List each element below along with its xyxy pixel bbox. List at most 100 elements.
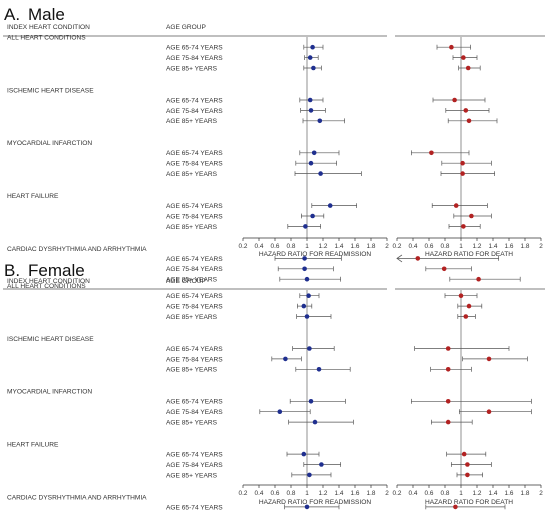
condition-label: ISCHEMIC HEART DISEASE xyxy=(7,336,94,343)
age-group-label: AGE 85+ YEARS xyxy=(166,118,218,125)
age-group-label: AGE 75-84 YEARS xyxy=(166,304,223,311)
x-tick-label: 1.2 xyxy=(319,490,328,497)
x-tick-label: 1.8 xyxy=(521,243,530,250)
death-hr-point xyxy=(466,303,472,309)
readmission-hr-point xyxy=(283,356,288,362)
x-tick-label: 0.4 xyxy=(255,243,264,250)
condition-label: CARDIAC DYSRHYTHMIA AND ARRHYTHMIA xyxy=(7,494,147,501)
condition-label: MYOCARDIAL INFARCTION xyxy=(7,389,92,396)
x-tick-label: 0.8 xyxy=(441,243,450,250)
x-tick-label: 1 xyxy=(305,243,309,250)
death-hr-point xyxy=(466,118,472,124)
death-hr-point xyxy=(445,346,451,351)
readmission-hr-point xyxy=(307,97,313,103)
readmission-hr-point xyxy=(304,504,310,510)
x-tick-label: 0.8 xyxy=(287,490,296,497)
death-hr-point xyxy=(449,44,454,50)
panel-title: Female xyxy=(28,261,85,280)
death-hr-point xyxy=(486,409,492,415)
x-tick-label: 1.2 xyxy=(319,243,328,250)
readmission-hr-point xyxy=(307,472,312,478)
readmission-hr-point xyxy=(307,55,313,60)
readmission-hr-point xyxy=(303,224,308,229)
death-hr-point xyxy=(469,213,474,219)
age-group-label: AGE 75-84 YEARS xyxy=(166,213,223,220)
readmission-hr-point xyxy=(308,399,314,404)
age-group-label: AGE 75-84 YEARS xyxy=(166,462,223,469)
condition-column-header: INDEX HEART CONDITION xyxy=(7,24,90,31)
death-hr-point xyxy=(465,472,470,478)
age-group-label: AGE 65-74 YEARS xyxy=(166,97,223,104)
panel-letter: A. xyxy=(4,5,20,24)
x-tick-label: 1.2 xyxy=(473,243,482,250)
death-hr-point xyxy=(441,266,447,272)
condition-label: MYOCARDIAL INFARCTION xyxy=(7,140,92,147)
readmission-hr-point xyxy=(302,266,307,272)
condition-label: ALL HEART CONDITIONS xyxy=(7,283,86,290)
readmission-hr-point xyxy=(316,367,322,372)
age-group-label: AGE 85+ YEARS xyxy=(166,65,218,72)
x-tick-label: 1.4 xyxy=(335,490,344,497)
age-group-label: AGE 65-74 YEARS xyxy=(166,256,223,263)
x-axis-label: HAZARD RATIO FOR READMISSION xyxy=(259,251,372,258)
x-tick-label: 1.8 xyxy=(367,243,376,250)
age-group-label: AGE 85+ YEARS xyxy=(166,224,218,231)
age-group-label: AGE 85+ YEARS xyxy=(166,472,218,479)
readmission-hr-point xyxy=(318,171,323,176)
x-tick-label: 0.8 xyxy=(287,243,296,250)
x-tick-label: 0.6 xyxy=(425,490,434,497)
x-tick-label: 1.4 xyxy=(489,243,498,250)
x-tick-label: 0.4 xyxy=(409,490,418,497)
readmission-hr-point xyxy=(317,118,323,124)
x-tick-label: 1.8 xyxy=(367,490,376,497)
age-group-label: AGE 75-84 YEARS xyxy=(166,356,223,363)
death-hr-point xyxy=(461,224,466,229)
age-group-label: AGE 85+ YEARS xyxy=(166,314,218,321)
readmission-hr-point xyxy=(327,203,333,208)
x-tick-label: 2 xyxy=(385,243,389,250)
age-group-label: AGE 85+ YEARS xyxy=(166,277,218,284)
readmission-hr-point xyxy=(311,150,317,156)
x-tick-label: 1.4 xyxy=(489,490,498,497)
x-tick-label: 0.4 xyxy=(255,490,264,497)
x-tick-label: 1.6 xyxy=(351,490,360,497)
age-group-label: AGE 75-84 YEARS xyxy=(166,161,223,168)
death-hr-point xyxy=(461,55,466,60)
death-hr-point xyxy=(453,504,458,510)
death-hr-point xyxy=(429,150,434,156)
death-hr-point xyxy=(445,399,451,404)
x-tick-label: 0.2 xyxy=(393,490,402,497)
readmission-hr-point xyxy=(277,409,283,415)
truncation-arrow xyxy=(396,254,403,263)
death-hr-point xyxy=(445,367,451,372)
readmission-hr-point xyxy=(312,419,318,425)
age-group-label: AGE 65-74 YEARS xyxy=(166,203,223,210)
x-tick-label: 1.6 xyxy=(351,243,360,250)
condition-column-header: INDEX HEART CONDITION xyxy=(7,278,90,285)
readmission-hr-point xyxy=(310,44,315,50)
panel-letter: B. xyxy=(4,261,20,280)
x-axis-label: HAZARD RATIO FOR DEATH xyxy=(425,499,513,506)
readmission-hr-point xyxy=(308,160,314,166)
readmission-hr-point xyxy=(302,256,307,261)
x-tick-label: 1 xyxy=(305,490,309,497)
x-tick-label: 1.2 xyxy=(473,490,482,497)
readmission-hr-point xyxy=(304,314,310,319)
death-hr-point xyxy=(476,276,481,282)
x-tick-label: 0.6 xyxy=(271,490,280,497)
readmission-hr-point xyxy=(301,303,307,309)
x-axis-label: HAZARD RATIO FOR READMISSION xyxy=(259,499,372,506)
x-tick-label: 0.6 xyxy=(271,243,280,250)
readmission-hr-point xyxy=(307,346,312,351)
x-tick-label: 1 xyxy=(459,490,463,497)
death-hr-point xyxy=(453,203,459,208)
death-hr-point xyxy=(486,356,492,362)
death-hr-point xyxy=(460,171,465,176)
x-tick-label: 0.2 xyxy=(239,490,248,497)
x-tick-label: 2 xyxy=(385,490,389,497)
x-tick-label: 1 xyxy=(459,243,463,250)
age-group-label: AGE 65-74 YEARS xyxy=(166,504,223,511)
age-column-header: AGE GROUP xyxy=(166,278,207,285)
age-group-label: AGE 65-74 YEARS xyxy=(166,150,223,157)
condition-label: CARDIAC DYSRHYTHMIA AND ARRHYTHMIA xyxy=(7,246,147,253)
